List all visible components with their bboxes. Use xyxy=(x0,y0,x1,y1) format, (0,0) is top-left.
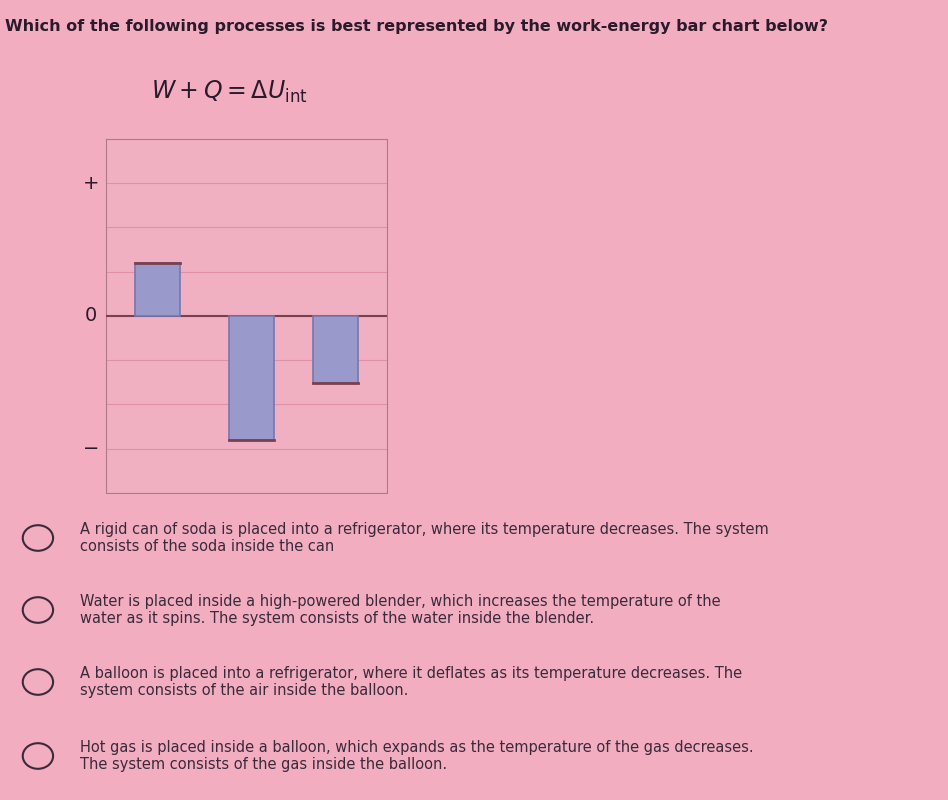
Text: Which of the following processes is best represented by the work-energy bar char: Which of the following processes is best… xyxy=(5,18,828,34)
Bar xyxy=(228,316,274,440)
Text: Water is placed inside a high-powered blender, which increases the temperature o: Water is placed inside a high-powered bl… xyxy=(80,594,720,626)
Text: A balloon is placed into a refrigerator, where it deflates as its temperature de: A balloon is placed into a refrigerator,… xyxy=(80,666,742,698)
Text: 0: 0 xyxy=(85,306,98,326)
Text: $\mathit{W}+\mathit{Q}=\Delta\mathit{U}_{\mathrm{int}}$: $\mathit{W}+\mathit{Q}=\Delta\mathit{U}_… xyxy=(152,79,308,106)
Text: A rigid can of soda is placed into a refrigerator, where its temperature decreas: A rigid can of soda is placed into a ref… xyxy=(80,522,769,554)
Bar xyxy=(136,262,180,316)
Bar xyxy=(313,316,358,383)
Text: Hot gas is placed inside a balloon, which expands as the temperature of the gas : Hot gas is placed inside a balloon, whic… xyxy=(80,740,754,772)
Text: −: − xyxy=(82,439,100,458)
Text: +: + xyxy=(82,174,100,193)
